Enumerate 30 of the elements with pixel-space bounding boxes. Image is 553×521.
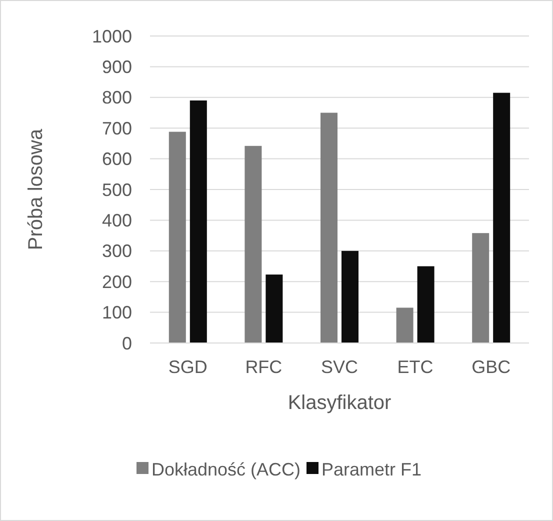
x-axis-title: Klasyfikator [288,392,392,414]
bar [396,308,414,343]
y-tick-label: 200 [102,272,132,292]
y-tick-label: 900 [102,57,132,77]
bar [168,132,186,343]
legend-label: Dokładność (ACC) [152,459,301,480]
x-tick-label: GBC [472,357,511,377]
legend-label: Parametr F1 [322,459,422,480]
y-tick-label: 500 [102,180,132,200]
y-tick-label: 400 [102,210,132,230]
bar [320,112,338,343]
bar [472,233,490,343]
y-axis-title: Próba losowa [25,128,47,250]
bar [342,250,358,343]
x-tick-label: SGD [168,357,208,377]
x-tick-label: ETC [397,357,434,377]
y-tick-label: 100 [102,302,132,323]
y-tick-label: 800 [102,88,132,108]
bar [190,100,207,343]
bar [244,146,262,343]
x-tick-label: SVC [320,357,358,377]
y-tick-label: 300 [102,241,132,262]
y-tick-label: 600 [102,149,132,170]
y-tick-label: 0 [122,333,132,354]
x-tick-label: RFC [245,357,282,377]
y-tick-label: 700 [102,118,132,138]
bar [417,266,434,343]
y-tick-label: 1000 [92,26,132,46]
bar [266,274,283,343]
bar [493,92,510,343]
